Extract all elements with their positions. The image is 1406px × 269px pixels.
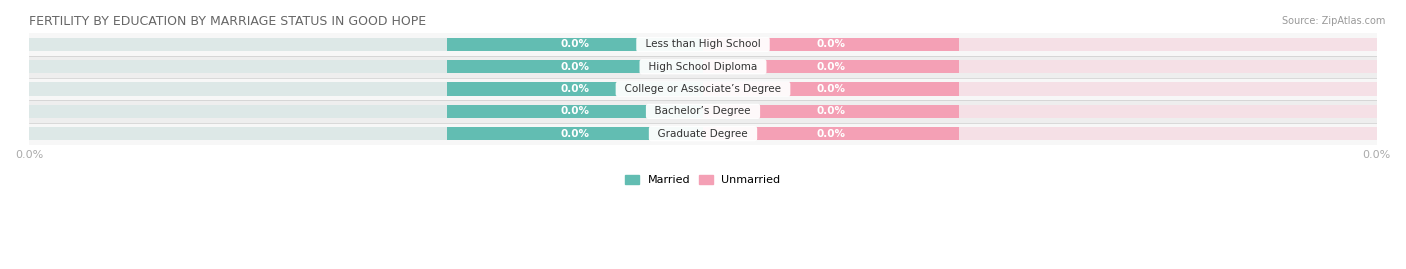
Text: 0.0%: 0.0%	[817, 84, 845, 94]
Bar	[703, 38, 959, 51]
Bar	[703, 127, 1376, 140]
Bar	[30, 33, 1376, 56]
Bar	[447, 38, 703, 51]
Bar	[30, 78, 1376, 100]
Bar	[30, 60, 703, 73]
Bar	[30, 82, 703, 96]
Bar	[30, 122, 1376, 145]
Text: High School Diploma: High School Diploma	[643, 62, 763, 72]
Text: 0.0%: 0.0%	[817, 129, 845, 139]
Text: 0.0%: 0.0%	[561, 40, 589, 49]
Text: 0.0%: 0.0%	[817, 62, 845, 72]
Bar	[447, 127, 703, 140]
Bar	[703, 105, 1376, 118]
Bar	[703, 82, 1376, 96]
Text: College or Associate’s Degree: College or Associate’s Degree	[619, 84, 787, 94]
Text: 0.0%: 0.0%	[817, 40, 845, 49]
Bar	[30, 105, 703, 118]
Bar	[447, 82, 703, 96]
Bar	[30, 127, 703, 140]
Text: Bachelor’s Degree: Bachelor’s Degree	[648, 106, 758, 116]
Bar	[447, 60, 703, 73]
Text: Less than High School: Less than High School	[638, 40, 768, 49]
Bar	[703, 60, 1376, 73]
Bar	[703, 38, 1376, 51]
Legend: Married, Unmarried: Married, Unmarried	[621, 170, 785, 189]
Bar	[30, 56, 1376, 78]
Text: Graduate Degree: Graduate Degree	[651, 129, 755, 139]
Text: 0.0%: 0.0%	[561, 129, 589, 139]
Bar	[703, 60, 959, 73]
Bar	[703, 127, 959, 140]
Text: 0.0%: 0.0%	[561, 84, 589, 94]
Bar	[30, 38, 703, 51]
Bar	[703, 105, 959, 118]
Bar	[30, 100, 1376, 122]
Text: 0.0%: 0.0%	[817, 106, 845, 116]
Bar	[703, 82, 959, 96]
Text: 0.0%: 0.0%	[561, 106, 589, 116]
Bar	[447, 105, 703, 118]
Text: FERTILITY BY EDUCATION BY MARRIAGE STATUS IN GOOD HOPE: FERTILITY BY EDUCATION BY MARRIAGE STATU…	[30, 15, 426, 28]
Text: 0.0%: 0.0%	[561, 62, 589, 72]
Text: Source: ZipAtlas.com: Source: ZipAtlas.com	[1281, 16, 1385, 26]
